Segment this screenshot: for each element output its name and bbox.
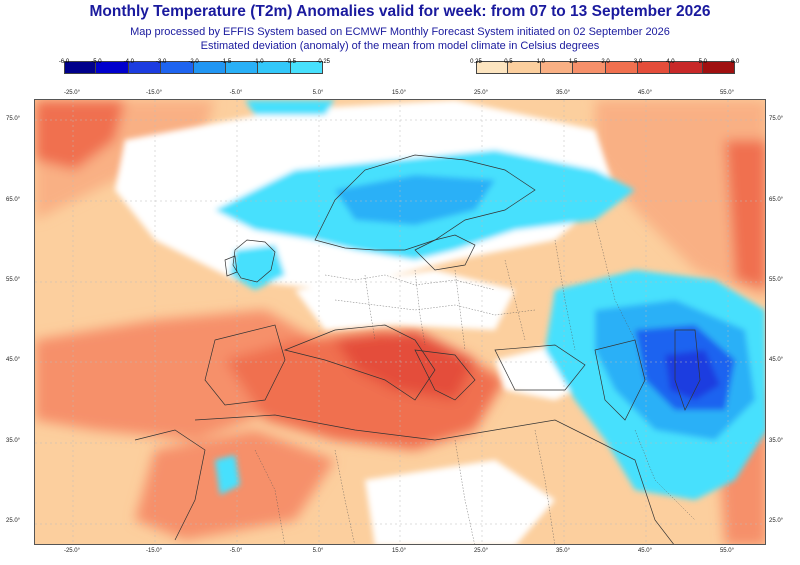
graticule bbox=[35, 100, 765, 544]
cool-region-scandinavia-core bbox=[335, 175, 495, 225]
lat-label-left-3: 45.0° bbox=[6, 357, 21, 363]
lat-label-right-4: 35.0° bbox=[769, 438, 784, 444]
legend-positive-tick-6: 4.0 bbox=[666, 59, 675, 65]
legend-negative-tick-0: -6.0 bbox=[58, 59, 70, 65]
legend-negative-tick-8: -0.25 bbox=[316, 59, 331, 65]
legend-negative-swatch-7 bbox=[290, 61, 324, 74]
cool-region-atlas bbox=[215, 455, 240, 495]
anomaly-map bbox=[34, 99, 766, 545]
lat-label-left-0: 75.0° bbox=[6, 116, 21, 122]
lon-label-top-0: -25.0° bbox=[63, 90, 81, 96]
country-borders bbox=[254, 219, 696, 544]
lon-label-bottom-3: 5.0° bbox=[312, 548, 324, 554]
legend-positive-tick-8: 6.0 bbox=[731, 59, 740, 65]
map-subtitle-processing: Map processed by EFFIS System based on E… bbox=[130, 26, 670, 38]
map-subtitle-description: Estimated deviation (anomaly) of the mea… bbox=[200, 40, 600, 52]
legend-negative-swatch-3 bbox=[161, 61, 194, 74]
lat-label-left-2: 55.0° bbox=[6, 277, 21, 283]
legend-positive-swatch-2 bbox=[540, 61, 574, 74]
legend-positive-swatch-6 bbox=[670, 61, 703, 74]
legend-negative-tick-5: -1.5 bbox=[220, 59, 232, 65]
map-title: Monthly Temperature (T2m) Anomalies vali… bbox=[89, 3, 711, 20]
lon-label-bottom-8: 55.0° bbox=[719, 548, 735, 554]
legend-positive-tick-0: 0.25 bbox=[470, 59, 482, 65]
legend-negative-swatch-6 bbox=[258, 61, 291, 74]
lat-label-left-1: 65.0° bbox=[6, 197, 21, 203]
legend-negative-tick-2: -4.0 bbox=[123, 59, 134, 65]
lon-label-bottom-2: -5.0° bbox=[229, 548, 243, 554]
lat-label-right-3: 45.0° bbox=[769, 357, 784, 363]
legend-negative-swatch-1 bbox=[96, 61, 129, 74]
lon-label-bottom-5: 25.0° bbox=[473, 548, 489, 554]
lon-label-bottom-0: -25.0° bbox=[63, 548, 81, 554]
legend-positive-tick-2: 1.0 bbox=[536, 59, 545, 65]
lat-label-right-1: 65.0° bbox=[769, 197, 784, 203]
legend-positive-swatch-7 bbox=[702, 61, 736, 74]
lon-label-top-4: 15.0° bbox=[391, 90, 407, 96]
lat-label-left-5: 25.0° bbox=[6, 518, 21, 524]
lon-label-top-8: 55.0° bbox=[719, 90, 735, 96]
legend-negative-tick-7: -0.5 bbox=[285, 59, 296, 65]
legend-negative-tick-4: -2.0 bbox=[188, 59, 199, 65]
cool-region-caspian-deep bbox=[665, 350, 720, 400]
lat-label-right-2: 55.0° bbox=[769, 277, 784, 283]
legend-positive-scale bbox=[476, 61, 736, 74]
warm-region-greenland bbox=[35, 100, 125, 170]
legend-positive-tick-4: 2.0 bbox=[601, 59, 610, 65]
legend-positive-swatch-1 bbox=[508, 61, 541, 74]
legend-positive-tick-5: 3.0 bbox=[633, 59, 643, 65]
warm-region-balkans bbox=[335, 330, 475, 400]
legend-negative-swatch-4 bbox=[193, 61, 226, 74]
legend-positive-tick-3: 1.5 bbox=[569, 59, 578, 65]
cool-region-iceland bbox=[245, 100, 335, 115]
lon-label-top-7: 45.0° bbox=[637, 90, 653, 96]
coastlines bbox=[134, 154, 701, 544]
legend-negative-swatch-5 bbox=[225, 61, 259, 74]
lon-label-top-3: 5.0° bbox=[312, 90, 324, 96]
lat-label-left-4: 35.0° bbox=[6, 438, 21, 444]
neutral-region-central bbox=[295, 270, 515, 330]
lat-label-right-0: 75.0° bbox=[769, 116, 784, 122]
lon-label-bottom-7: 45.0° bbox=[637, 548, 653, 554]
lon-label-top-6: 35.0° bbox=[555, 90, 571, 96]
legend-positive-tick-7: 5.0 bbox=[698, 59, 707, 65]
legend-positive-swatch-3 bbox=[573, 61, 606, 74]
lat-label-right-5: 25.0° bbox=[769, 518, 784, 524]
warm-region-east bbox=[595, 100, 765, 300]
legend-negative-tick-1: -5.0 bbox=[91, 59, 102, 65]
legend-negative-swatch-0 bbox=[64, 61, 97, 74]
lon-label-bottom-6: 35.0° bbox=[555, 548, 571, 554]
legend-negative-scale bbox=[64, 61, 324, 74]
neutral-region-sahara bbox=[365, 460, 555, 544]
legend-negative-tick-3: -3.0 bbox=[156, 59, 167, 65]
legend-negative-swatch-2 bbox=[128, 61, 162, 74]
lon-label-top-1: -15.0° bbox=[145, 90, 163, 96]
legend-positive-swatch-5 bbox=[637, 61, 671, 74]
legend-positive-tick-1: 0.5 bbox=[504, 59, 513, 65]
lon-label-top-5: 25.0° bbox=[473, 90, 489, 96]
warm-region-far-east bbox=[725, 140, 765, 290]
lon-label-bottom-4: 15.0° bbox=[391, 548, 407, 554]
lon-label-top-2: -5.0° bbox=[229, 90, 243, 96]
legend-positive-swatch-0 bbox=[476, 61, 509, 74]
anomaly-map-svg bbox=[35, 100, 765, 544]
lon-label-bottom-1: -15.0° bbox=[145, 548, 163, 554]
legend-positive-swatch-4 bbox=[605, 61, 638, 74]
legend-negative-tick-6: -1.0 bbox=[253, 59, 264, 65]
